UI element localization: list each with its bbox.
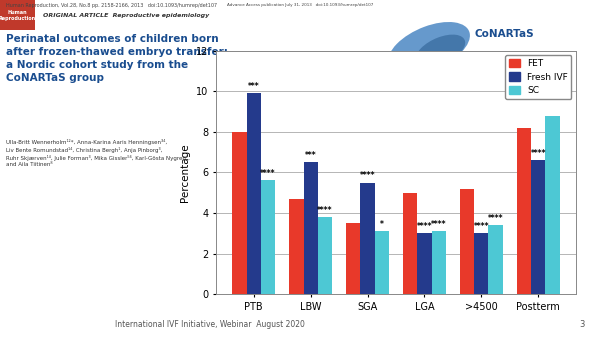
Text: 3: 3 [580,320,584,329]
Legend: FET, Fresh IVF, SC: FET, Fresh IVF, SC [505,55,571,99]
Bar [261,180,275,294]
Text: Advance Access publication July 31, 2013   doi:10.1093/humrep/det107: Advance Access publication July 31, 2013… [227,3,373,7]
Text: ****: **** [360,171,375,180]
Bar [318,217,332,294]
Text: ****: **** [260,169,275,178]
Bar [531,160,545,294]
Text: ****: **** [488,214,503,223]
Bar [304,162,318,294]
Text: ****: **** [530,149,546,158]
Bar [431,231,446,294]
Text: Committee of Nordic Assisted
Reproductive Technology and Safety: Committee of Nordic Assisted Reproductiv… [475,51,564,62]
Bar [474,233,488,294]
Bar [545,116,560,294]
Text: Human
Reproduction: Human Reproduction [0,10,36,21]
Bar [247,93,261,294]
Bar [460,189,474,294]
Text: CoNARTaS: CoNARTaS [475,29,534,39]
Bar [361,183,374,294]
Bar [232,132,247,294]
Bar [418,233,431,294]
Text: International IVF Initiative, Webinar  August 2020: International IVF Initiative, Webinar Au… [115,320,305,329]
Text: ****: **** [473,222,489,231]
Bar [346,223,361,294]
Bar [374,231,389,294]
Text: ****: **** [431,220,446,229]
Bar [289,199,304,294]
Text: ***: *** [305,151,316,160]
Text: Ulla-Britt Wennerholm¹²*, Anna-Karina Aaris Henningsen³⁴,
Liv Bente Romundstad¹⁴: Ulla-Britt Wennerholm¹²*, Anna-Karina Aa… [6,139,190,167]
Text: ***: *** [248,82,260,91]
Ellipse shape [416,34,465,67]
FancyBboxPatch shape [0,0,35,30]
Bar [403,193,418,294]
Text: Perinatal outcomes of children born
after frozen-thawed embryo transfer:
a Nordi: Perinatal outcomes of children born afte… [6,34,228,83]
Y-axis label: Percentage: Percentage [181,143,190,202]
Text: ****: **** [417,222,432,231]
Bar [517,128,531,294]
Text: ORIGINAL ARTICLE  Reproductive epidemiology: ORIGINAL ARTICLE Reproductive epidemiolo… [43,13,209,18]
Text: *: * [380,220,384,229]
Text: Human Reproduction, Vol.28, No.8 pp. 2158-2166, 2013   doi:10.1093/humrep/det107: Human Reproduction, Vol.28, No.8 pp. 215… [6,3,217,7]
Bar [488,225,503,294]
Ellipse shape [388,22,470,74]
Text: ****: **** [317,206,332,215]
